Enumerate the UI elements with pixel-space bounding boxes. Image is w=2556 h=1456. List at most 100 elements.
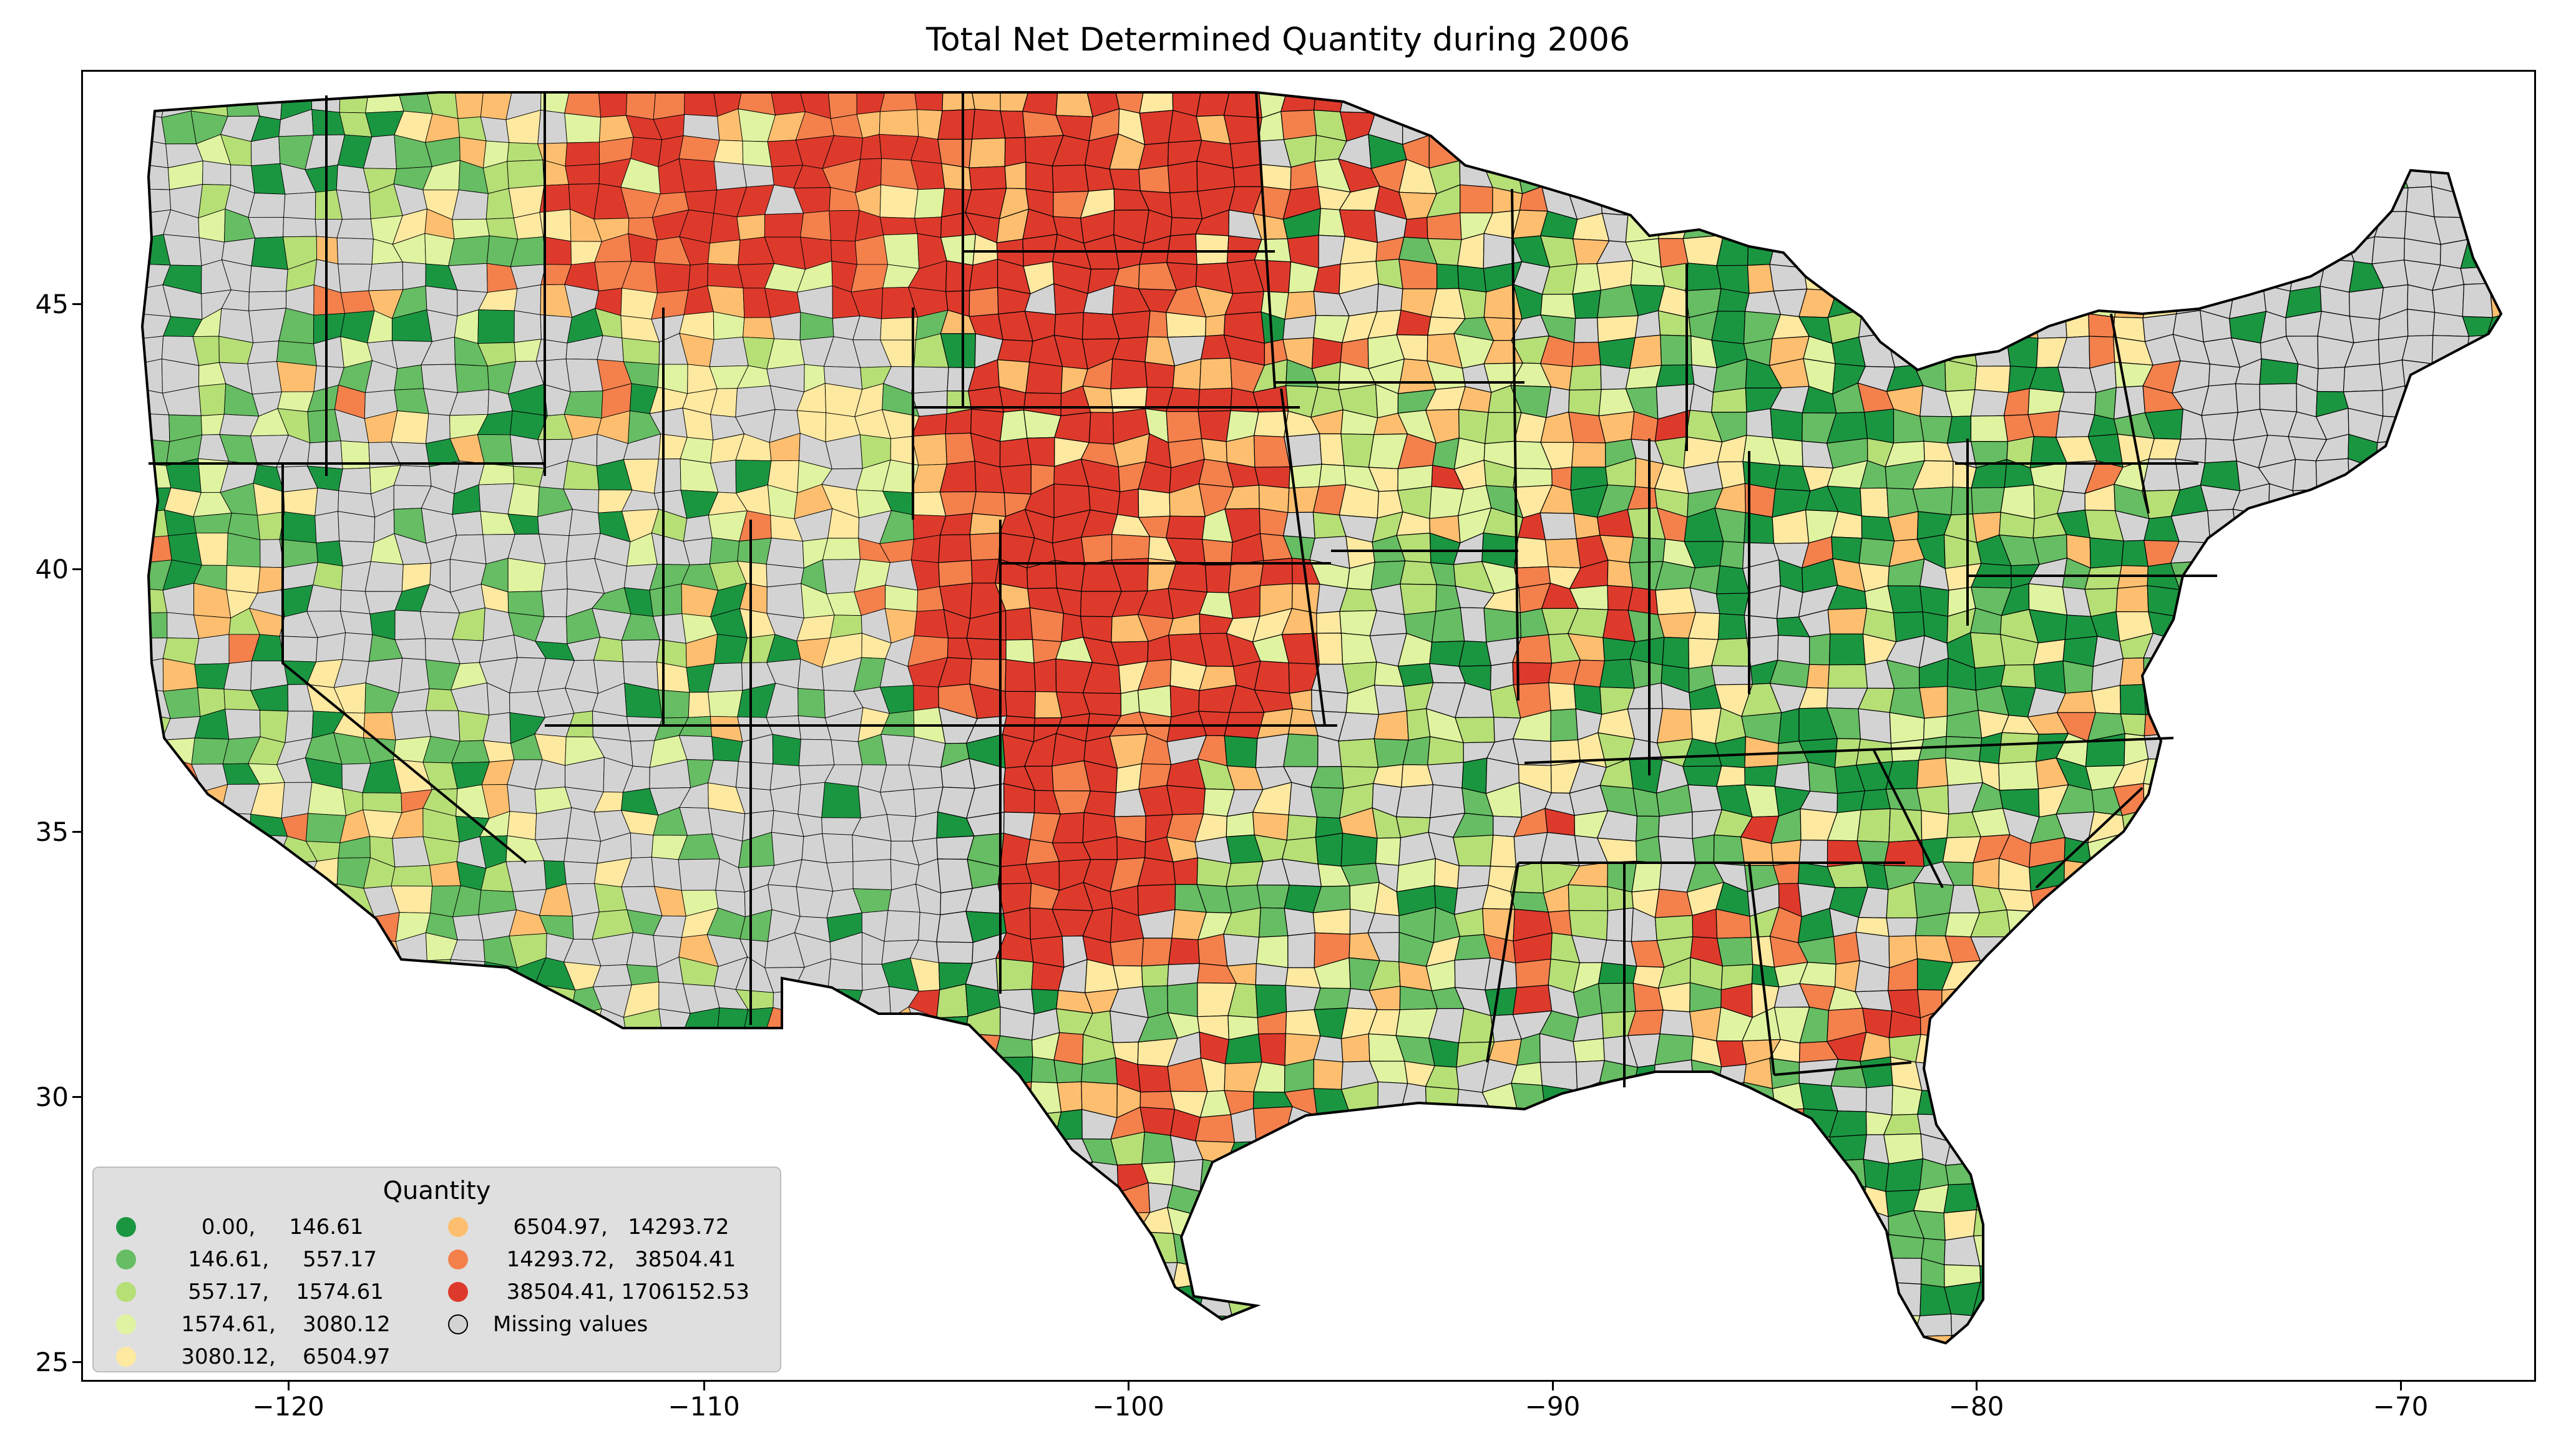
county-polygon bbox=[2348, 113, 2375, 144]
county-polygon bbox=[1109, 168, 1141, 192]
county-polygon bbox=[1082, 1182, 1119, 1214]
county-polygon bbox=[2490, 1189, 2501, 1213]
county-polygon bbox=[1458, 1206, 1493, 1239]
county-polygon bbox=[937, 858, 973, 894]
county-polygon bbox=[2170, 164, 2210, 193]
county-polygon bbox=[363, 1109, 401, 1135]
county-polygon bbox=[1458, 640, 1492, 667]
county-polygon bbox=[2461, 1135, 2491, 1159]
county-polygon bbox=[1573, 1037, 1605, 1063]
county-polygon bbox=[2436, 459, 2467, 488]
county-polygon bbox=[2232, 1206, 2270, 1243]
county-polygon bbox=[2429, 632, 2467, 662]
county-polygon bbox=[1863, 1158, 1890, 1192]
county-polygon bbox=[1860, 487, 1890, 518]
county-polygon bbox=[1026, 1360, 1060, 1382]
county-polygon bbox=[713, 161, 747, 190]
county-polygon bbox=[742, 140, 773, 167]
county-polygon bbox=[2459, 1156, 2497, 1193]
county-polygon bbox=[2114, 208, 2155, 243]
county-polygon bbox=[2234, 1084, 2270, 1114]
county-polygon bbox=[1596, 117, 1636, 142]
county-polygon bbox=[2172, 964, 2205, 988]
county-polygon bbox=[1717, 1231, 1750, 1266]
county-polygon bbox=[1344, 1236, 1379, 1259]
county-polygon bbox=[2232, 585, 2264, 616]
county-polygon bbox=[1025, 162, 1054, 193]
county-polygon bbox=[1827, 862, 1868, 888]
county-polygon bbox=[1632, 1360, 1665, 1382]
county-polygon bbox=[426, 1034, 455, 1069]
county-polygon bbox=[1629, 536, 1666, 563]
county-polygon bbox=[1256, 1209, 1290, 1238]
county-polygon bbox=[226, 565, 261, 594]
county-polygon bbox=[860, 133, 882, 160]
county-polygon bbox=[1262, 1233, 1290, 1261]
county-polygon bbox=[717, 1107, 744, 1143]
county-polygon bbox=[2176, 634, 2209, 661]
county-polygon bbox=[2435, 1106, 2465, 1137]
county-polygon bbox=[1743, 142, 1775, 163]
county-polygon bbox=[1599, 1082, 1635, 1118]
county-polygon bbox=[1689, 187, 1722, 217]
county-polygon bbox=[1971, 983, 2010, 1012]
county-polygon bbox=[1138, 488, 1171, 518]
county-polygon bbox=[2057, 988, 2089, 1018]
county-polygon bbox=[1314, 1258, 1352, 1291]
county-polygon bbox=[2235, 659, 2265, 693]
county-polygon bbox=[1833, 211, 1865, 241]
county-polygon bbox=[1971, 487, 2005, 515]
county-polygon bbox=[880, 1032, 919, 1065]
county-polygon bbox=[2087, 240, 2119, 270]
legend-swatch bbox=[116, 1217, 136, 1237]
county-polygon bbox=[1598, 337, 1636, 369]
county-polygon bbox=[1807, 1211, 1835, 1235]
county-polygon bbox=[738, 1059, 775, 1085]
county-polygon bbox=[1834, 1158, 1866, 1187]
county-polygon bbox=[2381, 1257, 2414, 1287]
county-polygon bbox=[1740, 214, 1778, 242]
county-polygon bbox=[855, 1082, 892, 1119]
county-polygon bbox=[308, 984, 347, 1017]
county-polygon bbox=[1833, 931, 1860, 965]
county-polygon bbox=[1971, 1315, 2011, 1341]
county-polygon bbox=[2228, 812, 2271, 842]
legend-item: 557.17, 1574.61 bbox=[116, 1276, 384, 1308]
county-polygon bbox=[1428, 1357, 1466, 1382]
county-polygon bbox=[1203, 1264, 1227, 1293]
county-polygon bbox=[1629, 1260, 1667, 1287]
county-polygon bbox=[938, 534, 972, 563]
county-polygon bbox=[2431, 335, 2470, 370]
county-polygon bbox=[1168, 938, 1200, 966]
county-polygon bbox=[1407, 1261, 1431, 1284]
map-legend: Quantity 0.00, 146.61 146.61, 557.17 557… bbox=[92, 1167, 781, 1372]
county-polygon bbox=[1512, 1135, 1549, 1168]
county-polygon bbox=[2290, 1332, 2318, 1343]
county-polygon bbox=[2090, 92, 2122, 114]
county-polygon bbox=[1311, 689, 1349, 713]
county-polygon bbox=[420, 989, 460, 1019]
county-polygon bbox=[2430, 908, 2463, 941]
county-polygon bbox=[194, 1109, 227, 1143]
county-polygon bbox=[2349, 1364, 2378, 1382]
county-polygon bbox=[1000, 832, 1031, 867]
county-polygon bbox=[1540, 293, 1576, 319]
county-polygon bbox=[342, 632, 373, 662]
county-polygon bbox=[1225, 1334, 1264, 1343]
county-polygon bbox=[2439, 1081, 2464, 1113]
county-polygon bbox=[1571, 1131, 1606, 1167]
county-polygon bbox=[1599, 1206, 1632, 1236]
county-polygon bbox=[2375, 1332, 2412, 1343]
x-tick-label: −70 bbox=[2373, 1391, 2429, 1422]
county-polygon bbox=[394, 364, 424, 391]
county-polygon bbox=[879, 216, 918, 236]
county-polygon bbox=[1711, 311, 1746, 344]
county-polygon bbox=[1513, 133, 1552, 170]
county-polygon bbox=[1629, 334, 1662, 369]
county-polygon bbox=[1338, 738, 1379, 768]
county-polygon bbox=[1598, 962, 1637, 984]
county-polygon bbox=[1826, 162, 1863, 192]
county-polygon bbox=[911, 366, 949, 394]
county-polygon bbox=[565, 163, 600, 185]
county-polygon bbox=[316, 632, 346, 662]
